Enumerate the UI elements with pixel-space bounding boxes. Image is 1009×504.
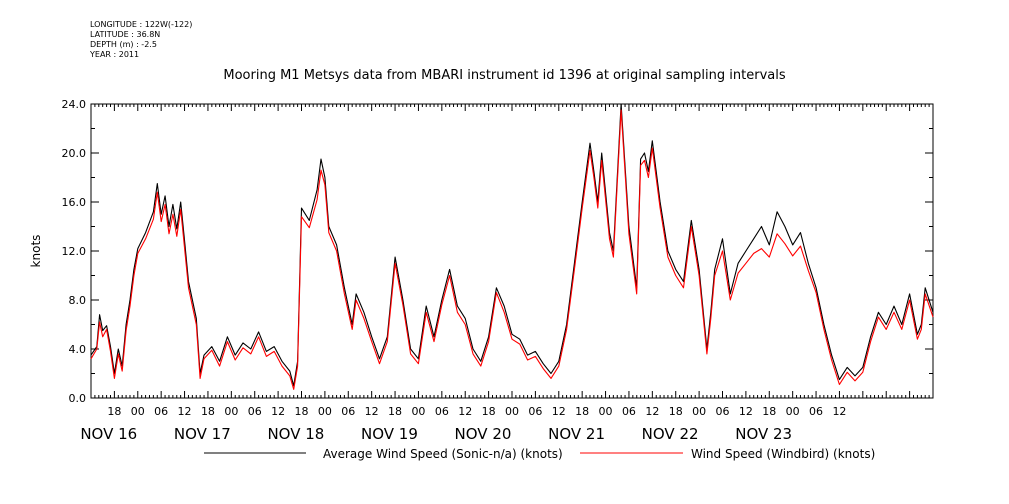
y-tick-label: 16.0 bbox=[62, 196, 87, 209]
day-label: NOV 17 bbox=[174, 425, 231, 443]
day-label: NOV 18 bbox=[267, 425, 324, 443]
day-label: NOV 22 bbox=[642, 425, 699, 443]
y-tick-label: 8.0 bbox=[69, 294, 87, 307]
hour-tick-label: 00 bbox=[692, 405, 706, 418]
depth-label: DEPTH (m) : -2.5 bbox=[90, 40, 157, 49]
plot-frame bbox=[90, 103, 934, 399]
year-label: YEAR : 2011 bbox=[90, 50, 140, 59]
hour-tick-label: 06 bbox=[341, 405, 355, 418]
y-tick-label: 12.0 bbox=[62, 245, 87, 258]
hour-tick-label: 00 bbox=[224, 405, 238, 418]
hour-tick-label: 18 bbox=[388, 405, 402, 418]
hour-tick-label: 18 bbox=[295, 405, 309, 418]
y-axis-label: knots bbox=[29, 235, 43, 268]
hour-tick-label: 06 bbox=[622, 405, 636, 418]
metadata-block: LONGITUDE : 122W(-122) LATITUDE : 36.8N … bbox=[90, 20, 192, 60]
day-label: NOV 21 bbox=[548, 425, 605, 443]
hour-tick-label: 12 bbox=[365, 405, 379, 418]
hour-tick-label: 00 bbox=[505, 405, 519, 418]
hour-tick-label: 00 bbox=[786, 405, 800, 418]
series-line-windbird-wind-speed bbox=[90, 109, 934, 390]
hour-tick-label: 00 bbox=[318, 405, 332, 418]
hour-tick-label: 12 bbox=[832, 405, 846, 418]
day-label: NOV 16 bbox=[80, 425, 137, 443]
hour-tick-label: 12 bbox=[271, 405, 285, 418]
hour-tick-label: 12 bbox=[739, 405, 753, 418]
hour-tick-label: 06 bbox=[154, 405, 168, 418]
hour-tick-label: 00 bbox=[131, 405, 145, 418]
y-tick-label: 20.0 bbox=[62, 147, 87, 160]
hour-tick-label: 12 bbox=[645, 405, 659, 418]
hour-tick-label: 18 bbox=[575, 405, 589, 418]
legend-label-average: Average Wind Speed (Sonic-n/a) (knots) bbox=[323, 447, 563, 461]
hour-tick-label: 12 bbox=[178, 405, 192, 418]
series-line-average-wind-speed bbox=[90, 103, 934, 387]
hour-tick-label: 18 bbox=[669, 405, 683, 418]
hour-tick-label: 06 bbox=[528, 405, 542, 418]
hour-tick-label: 06 bbox=[809, 405, 823, 418]
hour-tick-label: 12 bbox=[552, 405, 566, 418]
hour-tick-label: 12 bbox=[458, 405, 472, 418]
day-label: NOV 19 bbox=[361, 425, 418, 443]
latitude-label: LATITUDE : 36.8N bbox=[90, 30, 161, 39]
hour-tick-label: 18 bbox=[762, 405, 776, 418]
hour-tick-label: 00 bbox=[599, 405, 613, 418]
hour-tick-label: 06 bbox=[716, 405, 730, 418]
hour-tick-label: 06 bbox=[435, 405, 449, 418]
y-tick-label: 24.0 bbox=[62, 98, 87, 111]
hour-tick-label: 06 bbox=[248, 405, 262, 418]
day-label: NOV 23 bbox=[735, 425, 792, 443]
hour-tick-label: 00 bbox=[411, 405, 425, 418]
y-tick-label: 0.0 bbox=[69, 392, 87, 405]
day-label: NOV 20 bbox=[455, 425, 512, 443]
chart-title: Mooring M1 Metsys data from MBARI instru… bbox=[223, 68, 786, 83]
legend-label-windbird: Wind Speed (Windbird) (knots) bbox=[691, 447, 875, 461]
y-tick-label: 4.0 bbox=[69, 343, 87, 356]
hour-tick-label: 18 bbox=[201, 405, 215, 418]
longitude-label: LONGITUDE : 122W(-122) bbox=[90, 20, 193, 29]
hour-tick-label: 18 bbox=[107, 405, 121, 418]
hour-tick-label: 18 bbox=[482, 405, 496, 418]
